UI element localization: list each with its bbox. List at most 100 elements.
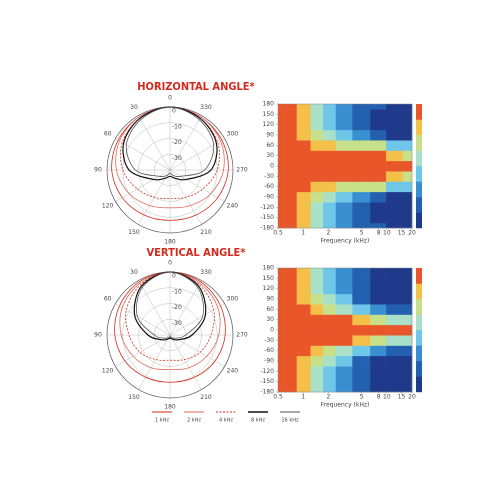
heat-cell: [402, 109, 413, 120]
heat-cell: [352, 345, 371, 357]
heat-cell: [352, 109, 371, 120]
heat-cell: [402, 293, 413, 305]
x-tick-label: 10: [383, 230, 391, 237]
heat-cell: [402, 324, 413, 336]
heat-cell: [335, 222, 353, 229]
heat-cell: [323, 345, 337, 357]
chart-title: VERTICAL ANGLE*: [147, 246, 246, 259]
heat-cell: [284, 273, 298, 284]
heat-cell: [310, 129, 324, 141]
heat-cell: [386, 140, 404, 151]
angle-label: 210: [200, 394, 212, 401]
heat-cell: [310, 191, 324, 203]
y-tick-label: -120: [260, 204, 274, 211]
heat-cell: [278, 273, 285, 284]
heat-cell: [310, 304, 324, 315]
heat-cell: [310, 283, 324, 295]
y-tick-label: 120: [263, 121, 275, 128]
angle-label: 180: [164, 239, 176, 246]
polar-curve: [125, 271, 215, 361]
heat-cell: [310, 104, 324, 110]
polar-curve: [119, 271, 221, 371]
heat-cell: [296, 376, 311, 388]
heat-cell: [386, 304, 404, 315]
heat-cell: [402, 202, 413, 213]
heat-cell: [402, 366, 413, 377]
angle-label: 270: [236, 332, 248, 339]
heat-cell: [402, 386, 413, 393]
x-axis-label: Frequency (kHz): [321, 402, 370, 409]
heat-cell: [402, 181, 413, 193]
heat-cell: [296, 129, 311, 141]
heat-cell: [370, 140, 387, 151]
heat-cell: [352, 273, 371, 284]
heat-cell: [386, 355, 404, 367]
heat-cell: [323, 160, 337, 172]
colorbar-segment: [416, 345, 422, 362]
heat-cell: [323, 268, 337, 274]
heat-cell: [296, 160, 311, 172]
heat-cell: [402, 335, 413, 346]
heat-cell: [323, 314, 337, 326]
heat-cell: [352, 314, 371, 326]
heat-cell: [352, 386, 371, 393]
heat-cell: [284, 212, 298, 224]
heat-cell: [370, 109, 387, 120]
heat-cell: [296, 355, 311, 367]
angle-label: 330: [200, 104, 212, 111]
heat-cell: [296, 366, 311, 377]
colorbar-segment: [416, 268, 422, 284]
heat-cell: [352, 268, 371, 274]
heat-cell: [310, 109, 324, 120]
ring: [138, 138, 202, 202]
heat-cell: [402, 129, 413, 141]
polar-curve: [125, 106, 215, 178]
heat-cell: [296, 386, 311, 393]
heat-cell: [370, 160, 387, 172]
heat-cell: [335, 283, 353, 295]
x-tick-label: 20: [408, 230, 416, 237]
heat-cell: [296, 181, 311, 193]
heat-cell: [310, 324, 324, 336]
heat-cell: [335, 160, 353, 172]
heat-cell: [402, 119, 413, 131]
heat-cell: [278, 355, 285, 367]
heat-cell: [402, 283, 413, 295]
heat-cell: [352, 355, 371, 367]
heat-cell: [296, 109, 311, 120]
heat-cell: [386, 171, 404, 182]
heat-cell: [352, 129, 371, 141]
heat-cell: [335, 181, 353, 193]
y-tick-label: 90: [266, 132, 274, 139]
heat-cell: [386, 345, 404, 357]
colorbar-segment: [416, 197, 422, 213]
heat-cell: [296, 212, 311, 224]
heat-cell: [323, 109, 337, 120]
heat-cell: [278, 314, 285, 326]
heat-cell: [335, 355, 353, 367]
y-tick-label: 150: [263, 111, 275, 118]
heat-cell: [323, 355, 337, 367]
x-tick-label: 0.5: [273, 394, 283, 401]
heat-cell: [370, 335, 387, 346]
heat-cell: [352, 140, 371, 151]
heat-cell: [323, 324, 337, 336]
heat-cell: [335, 140, 353, 151]
heat-cell: [352, 283, 371, 295]
x-tick-label: 1: [301, 394, 305, 401]
heat-cell: [284, 222, 298, 229]
heat-cell: [386, 150, 404, 162]
x-axis-label: Frequency (kHz): [321, 238, 370, 245]
heat-cell: [335, 293, 353, 305]
angle-label: 120: [102, 203, 114, 210]
heat-cell: [310, 314, 324, 326]
heat-cell: [402, 222, 413, 229]
angle-label: 150: [128, 229, 140, 236]
heat-cell: [284, 314, 298, 326]
heat-cell: [278, 304, 285, 315]
heat-cell: [296, 104, 311, 110]
heat-cell: [370, 129, 387, 141]
heat-cell: [278, 104, 285, 110]
angle-label: 300: [227, 131, 239, 138]
heat-cell: [352, 150, 371, 162]
